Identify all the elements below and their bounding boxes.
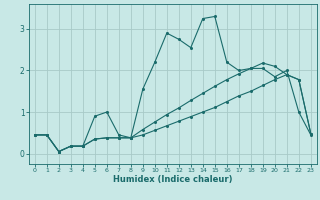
X-axis label: Humidex (Indice chaleur): Humidex (Indice chaleur) [113, 175, 233, 184]
